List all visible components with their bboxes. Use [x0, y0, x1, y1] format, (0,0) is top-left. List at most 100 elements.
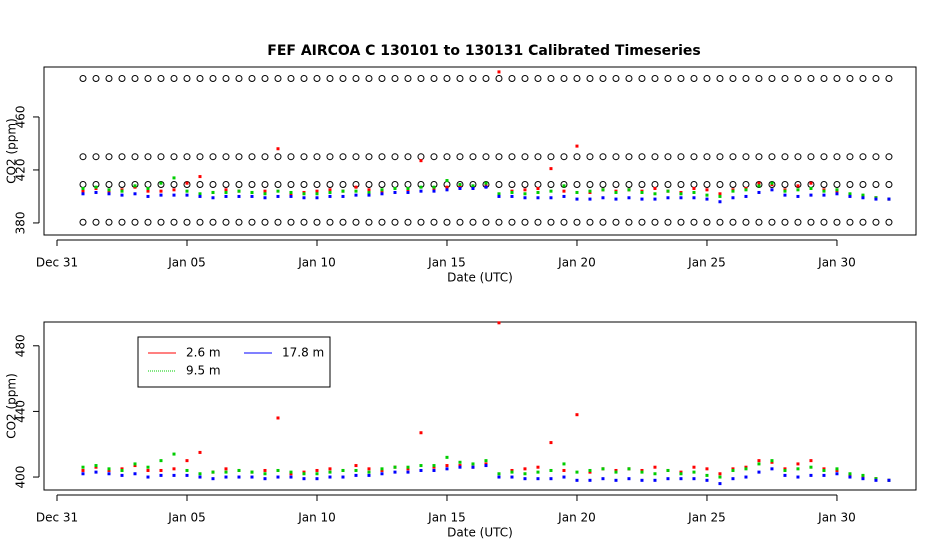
- data-point: [432, 465, 436, 469]
- reference-point: [469, 218, 477, 226]
- data-point: [510, 470, 514, 474]
- data-point: [796, 184, 800, 188]
- data-point: [341, 189, 345, 193]
- data-point: [536, 465, 540, 469]
- data-point: [458, 465, 462, 469]
- data-point: [536, 470, 540, 474]
- data-point: [562, 184, 566, 188]
- data-point: [419, 431, 423, 435]
- reference-point: [469, 153, 477, 161]
- data-point: [432, 189, 436, 193]
- data-point: [822, 193, 826, 197]
- data-point: [822, 467, 826, 471]
- data-point: [276, 147, 280, 151]
- data-point: [81, 186, 85, 190]
- data-point: [94, 465, 98, 469]
- data-point: [250, 190, 254, 194]
- data-point: [731, 467, 735, 471]
- data-point: [185, 459, 189, 463]
- reference-point: [612, 153, 620, 161]
- reference-point: [560, 75, 568, 83]
- data-point: [523, 472, 527, 476]
- reference-point: [612, 181, 620, 189]
- reference-point: [846, 153, 854, 161]
- data-point: [328, 467, 332, 471]
- data-point: [497, 321, 501, 325]
- data-point: [640, 468, 644, 472]
- reference-point: [560, 181, 568, 189]
- data-point: [861, 196, 865, 200]
- data-point: [458, 464, 462, 468]
- data-point: [549, 441, 553, 445]
- data-point: [289, 472, 293, 476]
- reference-point: [599, 218, 607, 226]
- data-point: [614, 468, 618, 472]
- y-tick-label: 440: [14, 400, 28, 423]
- data-point: [328, 470, 332, 474]
- reference-point: [378, 181, 386, 189]
- data-point: [614, 470, 618, 474]
- data-point: [328, 190, 332, 194]
- reference-point: [391, 153, 399, 161]
- data-point: [601, 196, 605, 200]
- reference-point: [690, 181, 698, 189]
- data-point: [744, 467, 748, 471]
- data-point: [263, 468, 267, 472]
- data-point: [757, 462, 761, 466]
- data-point: [263, 196, 267, 200]
- data-point: [874, 478, 878, 482]
- data-point: [445, 455, 449, 459]
- data-point: [614, 190, 618, 194]
- data-point: [315, 472, 319, 476]
- data-point: [302, 477, 306, 481]
- reference-point: [664, 153, 672, 161]
- reference-point: [92, 218, 100, 226]
- reference-point: [534, 75, 542, 83]
- reference-point: [378, 153, 386, 161]
- data-point: [198, 472, 202, 476]
- reference-point: [443, 218, 451, 226]
- reference-point: [534, 181, 542, 189]
- reference-point: [79, 75, 87, 83]
- reference-point: [872, 153, 880, 161]
- reference-point: [456, 218, 464, 226]
- reference-point: [105, 75, 113, 83]
- reference-point: [79, 218, 87, 226]
- reference-point: [508, 153, 516, 161]
- data-point: [81, 472, 85, 476]
- data-point: [211, 196, 215, 200]
- data-point: [458, 183, 462, 187]
- reference-point: [508, 218, 516, 226]
- data-point: [796, 194, 800, 198]
- data-point: [510, 190, 514, 194]
- reference-point: [222, 153, 230, 161]
- reference-point: [326, 75, 334, 83]
- data-point: [276, 189, 280, 193]
- reference-point: [365, 218, 373, 226]
- data-point: [250, 470, 254, 474]
- reference-point: [196, 153, 204, 161]
- data-point: [718, 482, 722, 486]
- data-point: [81, 465, 85, 469]
- reference-point: [508, 181, 516, 189]
- data-point: [783, 467, 787, 471]
- data-point: [744, 465, 748, 469]
- reference-point: [716, 75, 724, 83]
- data-point: [133, 184, 137, 188]
- data-point: [744, 475, 748, 479]
- data-point: [107, 468, 111, 472]
- data-point: [562, 462, 566, 466]
- data-point: [159, 181, 163, 185]
- reference-point: [365, 181, 373, 189]
- data-point: [757, 181, 761, 185]
- data-point: [445, 464, 449, 468]
- data-point: [198, 194, 202, 198]
- reference-point: [118, 75, 126, 83]
- y-tick-label: 400: [14, 466, 28, 489]
- data-point: [536, 196, 540, 200]
- reference-point: [508, 75, 516, 83]
- reference-point: [235, 181, 243, 189]
- reference-point: [521, 153, 529, 161]
- data-point: [224, 475, 228, 479]
- chart-title: FEF AIRCOA C 130101 to 130131 Calibrated…: [267, 43, 700, 59]
